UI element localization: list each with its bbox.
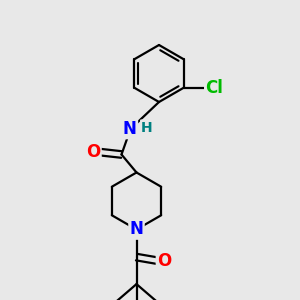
Text: Cl: Cl: [205, 79, 223, 97]
Text: O: O: [157, 252, 171, 270]
Text: H: H: [141, 121, 153, 134]
Text: N: N: [130, 220, 143, 238]
Text: N: N: [123, 120, 137, 138]
Text: O: O: [86, 143, 100, 161]
